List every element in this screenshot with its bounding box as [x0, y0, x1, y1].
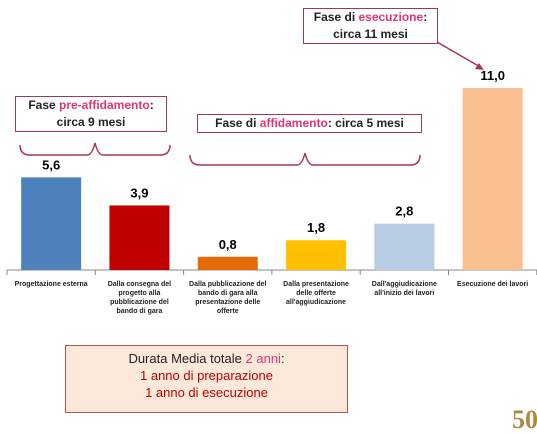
phase-text: Fase	[28, 98, 59, 112]
brace	[19, 142, 171, 156]
phase-subtext: circa 11 mesi	[333, 27, 408, 41]
phase-box: Fase pre-affidamento: circa 9 mesi	[15, 96, 167, 132]
value-label: 11,0	[480, 68, 505, 83]
summary-line: 1 anno di esecuzione	[145, 385, 268, 400]
summary-highlight: 2 anni	[245, 351, 281, 366]
bar	[374, 223, 435, 270]
phase-text: Fase di	[313, 10, 359, 24]
phase-subtext: circa 9 mesi	[56, 115, 126, 129]
phase-text: Fase di	[215, 116, 260, 130]
summary-box: Durata Media totale 2 anni: 1 anno di pre…	[65, 345, 348, 413]
value-label: 3,9	[130, 185, 148, 200]
phase-highlight: esecuzione	[358, 10, 424, 24]
phase-box: Fase di affidamento: circa 5 mesi	[197, 114, 422, 133]
phase-highlight: pre-affidamento	[59, 98, 150, 112]
brace	[189, 152, 421, 166]
bar	[197, 256, 258, 270]
phase-text: :	[149, 98, 154, 112]
phase-highlight: affidamento	[259, 116, 328, 130]
x-tick-label: Dall'aggiudicazione all'inizio dei lavor…	[371, 281, 437, 297]
value-label: 2,8	[395, 204, 413, 219]
value-label: 0,8	[219, 237, 237, 252]
phase-box: Fase di esecuzione: circa 11 mesi	[303, 8, 438, 44]
bar	[286, 240, 347, 270]
bar	[21, 177, 82, 270]
x-tick-label: Progettazione esterna	[14, 281, 88, 288]
x-tick-label: Dalla consegna del progetto alla pubblic…	[107, 281, 172, 315]
phase-text: :	[423, 10, 428, 24]
x-tick-label: Esecuzione dei lavori	[457, 281, 529, 288]
value-label: 1,8	[307, 220, 325, 235]
value-label: 5,6	[42, 157, 60, 172]
bar	[109, 205, 170, 270]
arrow	[436, 41, 483, 69]
x-tick-label: Dalla presentazione delle offerte all'ag…	[283, 281, 349, 306]
summary-title: :	[280, 351, 285, 366]
bar	[462, 88, 523, 270]
summary-line: 1 anno di preparazione	[140, 368, 273, 383]
arrow-head	[475, 63, 484, 70]
phase-text: : circa 5 mesi	[327, 116, 404, 130]
summary-title: Durata Media totale	[128, 351, 246, 366]
logo: 50	[512, 405, 537, 434]
x-tick-label: Dalla pubblicazione del bando di gara al…	[189, 281, 267, 315]
